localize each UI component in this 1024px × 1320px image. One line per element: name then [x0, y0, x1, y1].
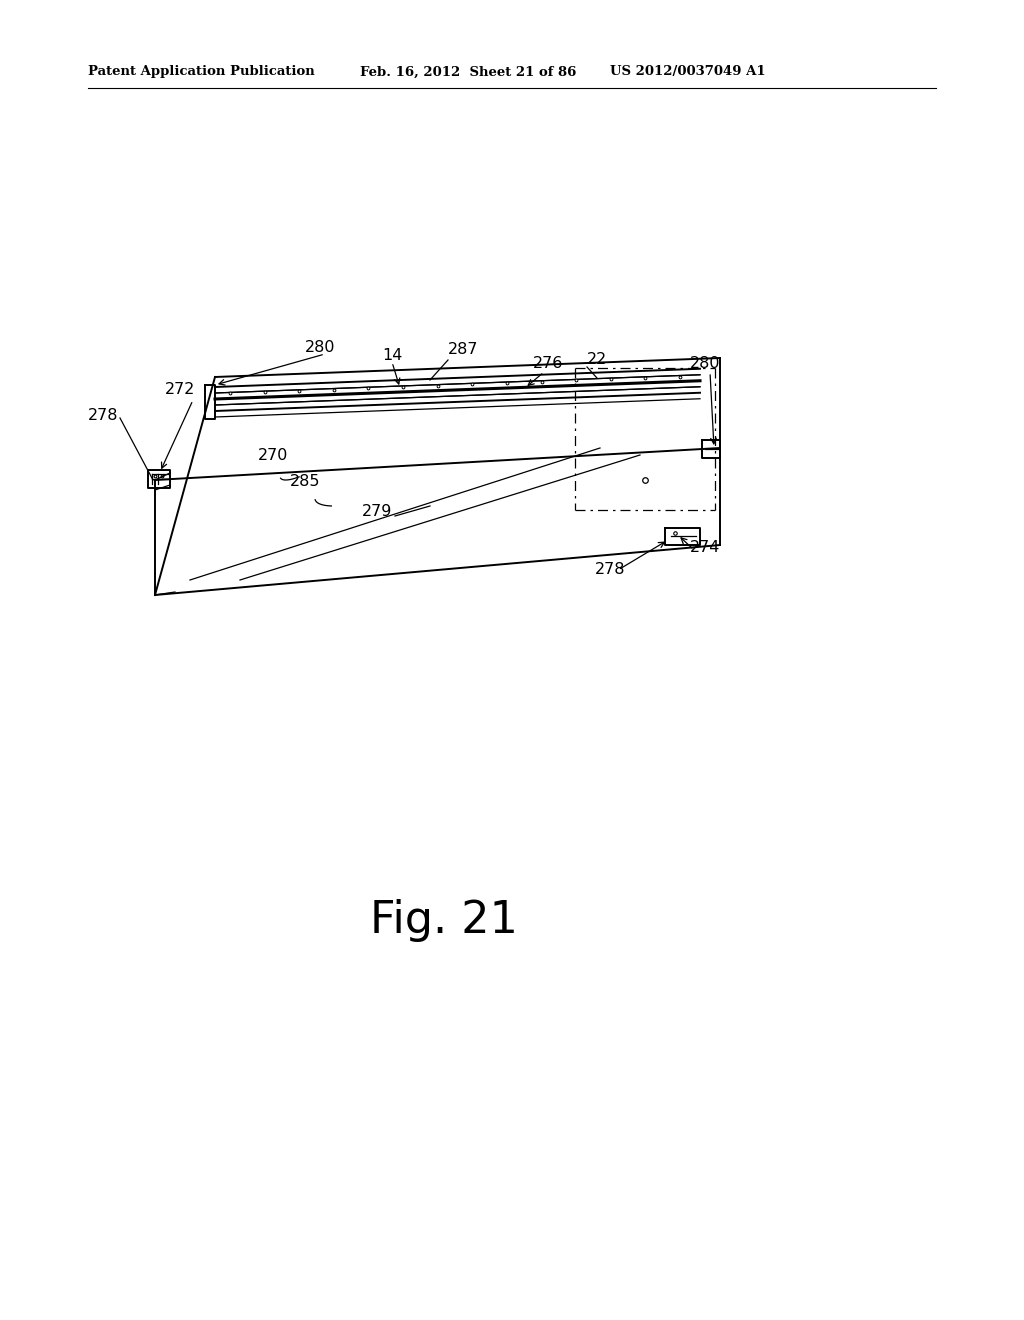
Text: 279: 279	[362, 504, 392, 520]
Text: US 2012/0037049 A1: US 2012/0037049 A1	[610, 66, 766, 78]
Text: 22: 22	[587, 352, 607, 367]
Text: Patent Application Publication: Patent Application Publication	[88, 66, 314, 78]
Text: 285: 285	[290, 474, 321, 490]
Text: Feb. 16, 2012  Sheet 21 of 86: Feb. 16, 2012 Sheet 21 of 86	[360, 66, 577, 78]
Text: 278: 278	[88, 408, 119, 422]
Text: 280: 280	[305, 339, 336, 355]
Text: 274: 274	[690, 540, 720, 556]
Text: 270: 270	[258, 447, 289, 462]
Text: 272: 272	[165, 383, 196, 397]
Text: 278: 278	[595, 562, 626, 578]
Text: 276: 276	[534, 356, 563, 371]
Text: Fig. 21: Fig. 21	[370, 899, 518, 941]
Text: 280: 280	[690, 356, 721, 371]
Text: 287: 287	[449, 342, 478, 358]
Text: 14: 14	[382, 347, 402, 363]
